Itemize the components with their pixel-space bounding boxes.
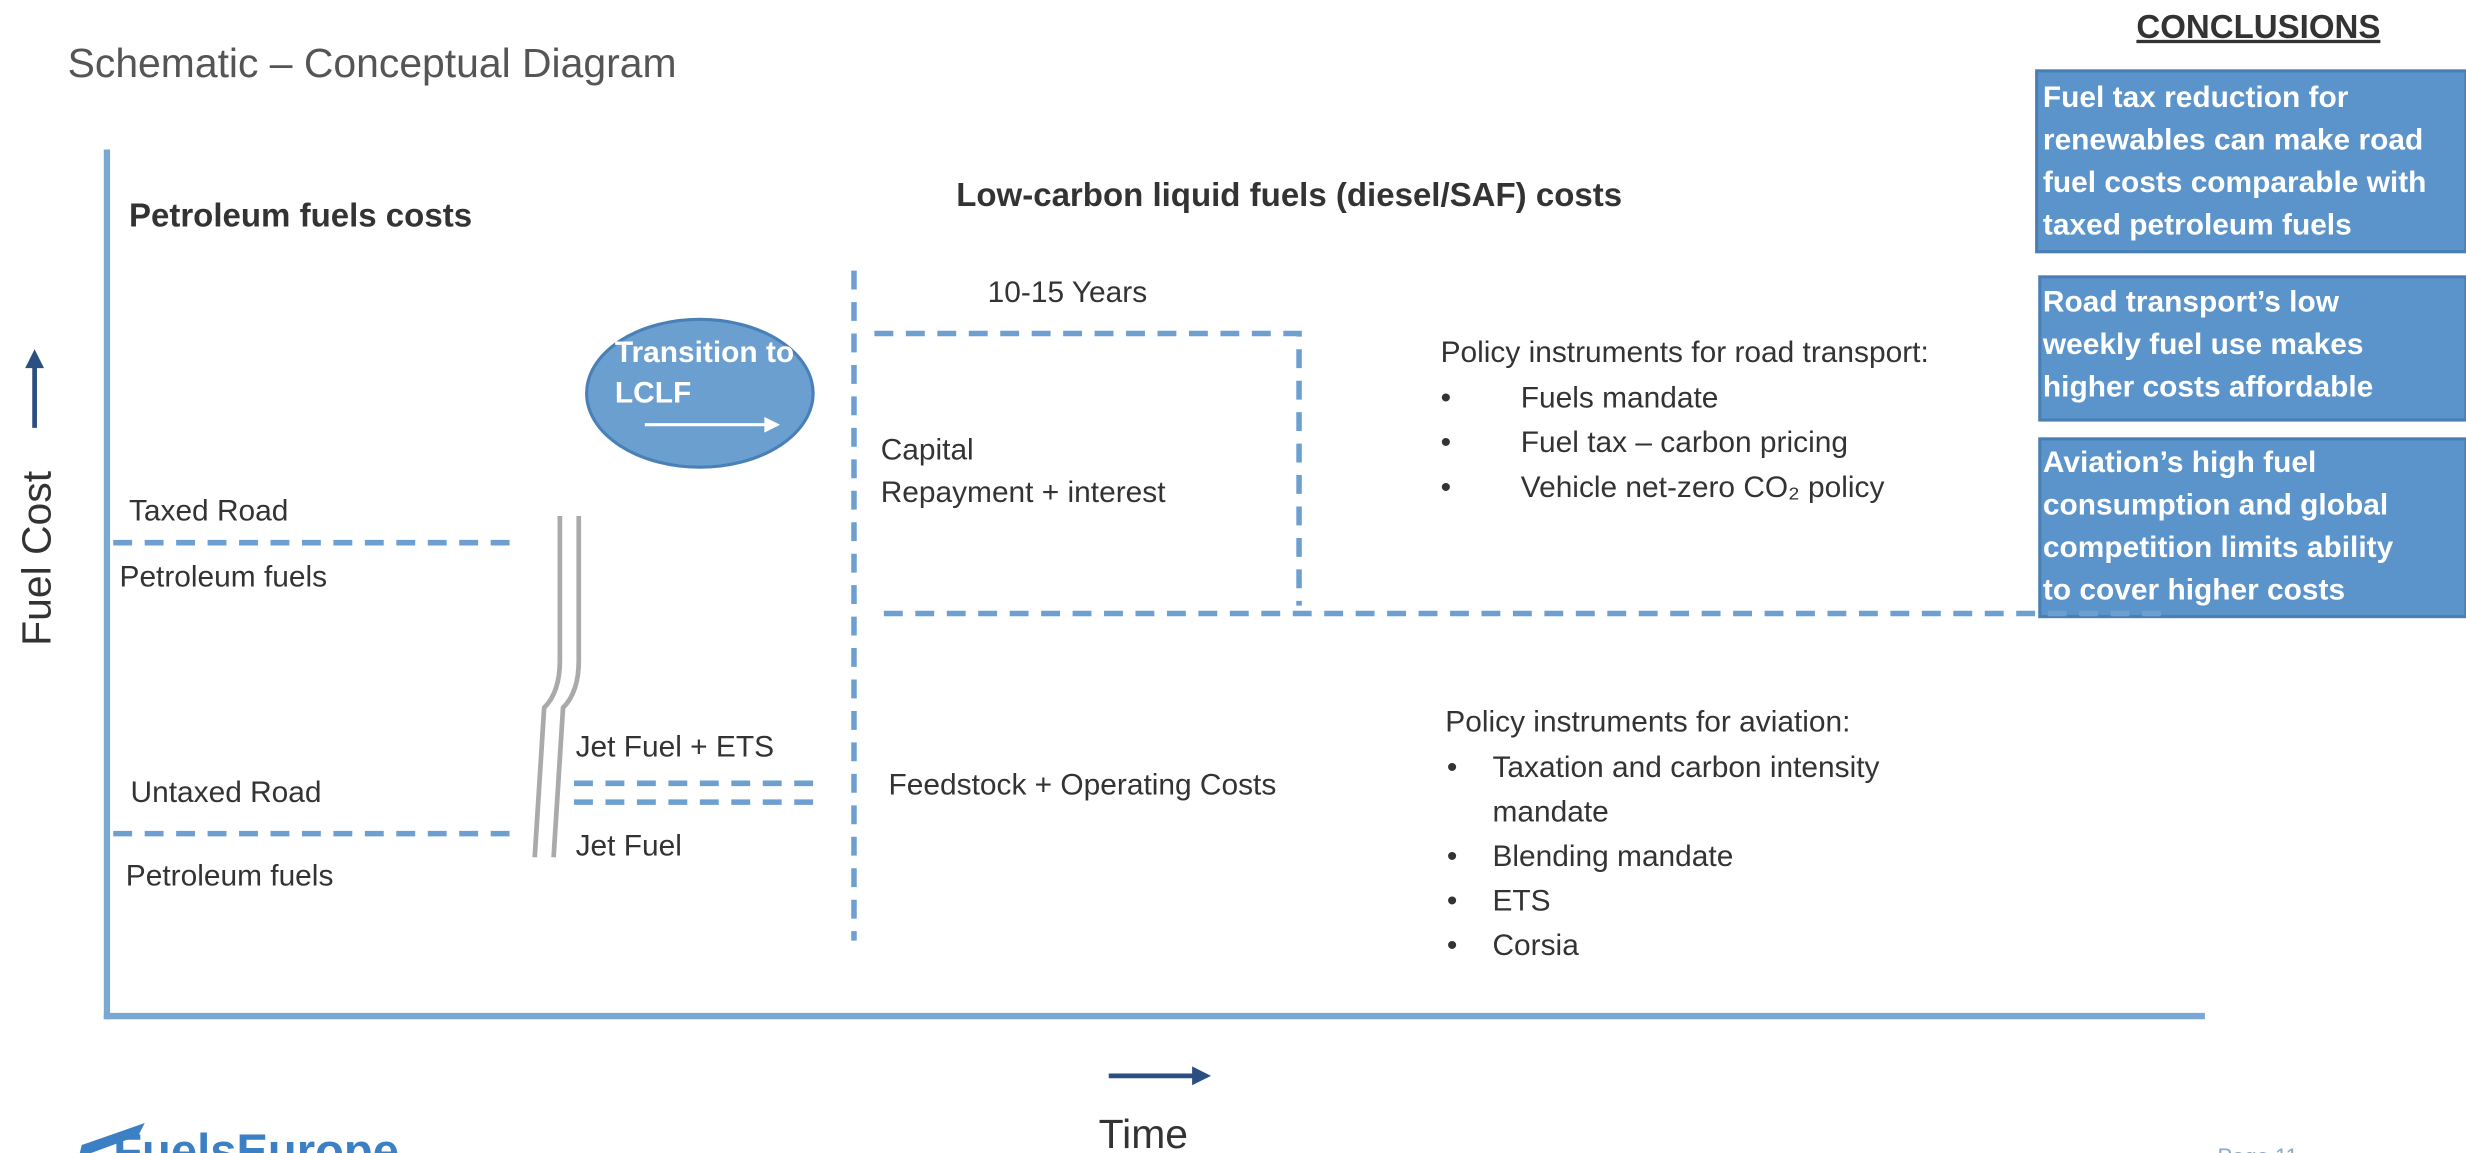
title: Schematic – Conceptual Diagram: [68, 40, 677, 86]
conclusion-text: consumption and global: [2043, 488, 2388, 521]
label: Jet Fuel: [576, 830, 682, 863]
policy-heading: Policy instruments for road transport:: [1441, 336, 1929, 369]
policy-item: ETS: [1492, 885, 1550, 918]
bullet: •: [1441, 426, 1451, 459]
section-label: Petroleum fuels costs: [129, 197, 472, 234]
label: Jet Fuel + ETS: [576, 731, 774, 764]
bullet: •: [1447, 929, 1457, 962]
y-arrow-head: [25, 349, 45, 369]
label: Petroleum fuels: [126, 860, 334, 893]
conclusion-text: weekly fuel use makes: [2042, 328, 2364, 361]
transition-arrow-head: [764, 416, 781, 433]
label: Taxed Road: [129, 495, 288, 528]
label: Untaxed Road: [131, 776, 322, 809]
policy-heading: Policy instruments for aviation:: [1445, 705, 1850, 738]
conclusion-text: renewables can make road: [2043, 124, 2423, 157]
policy-item: Fuel tax – carbon pricing: [1521, 426, 1848, 459]
conclusion-box: [2038, 437, 2466, 619]
conclusion-text: higher costs affordable: [2043, 370, 2373, 403]
bullet: •: [1441, 381, 1451, 414]
label: Capital: [881, 433, 974, 466]
bullet: •: [1441, 471, 1451, 504]
label: 10-15 Years: [988, 276, 1147, 309]
label: Feedstock + Operating Costs: [889, 768, 1277, 801]
conclusions-heading: CONCLUSIONS: [2136, 8, 2380, 45]
conclusion-text: to cover higher costs: [2043, 573, 2345, 606]
logo: FuelsEurope: [113, 1124, 399, 1153]
conclusion-text: competition limits ability: [2043, 531, 2394, 564]
conclusion-text: fuel costs comparable with: [2043, 166, 2427, 199]
conclusion-text: Road transport’s low: [2043, 285, 2340, 318]
page-number: Page 11: [2218, 1144, 2298, 1153]
transition-ellipse: [585, 317, 815, 469]
break-lines: [532, 515, 582, 858]
bullet: •: [1447, 751, 1457, 784]
conclusion-text: taxed petroleum fuels: [2043, 208, 2352, 241]
policy-item: Corsia: [1492, 929, 1579, 962]
policy-item: Vehicle net-zero CO₂ policy: [1521, 471, 1885, 504]
x-axis-label: Time: [1099, 1111, 1188, 1153]
transition-label: LCLF: [615, 377, 691, 410]
policy-item: Blending mandate: [1492, 840, 1733, 873]
policy-item: mandate: [1492, 796, 1608, 829]
conclusion-box: [2035, 69, 2466, 254]
label: Repayment + interest: [881, 476, 1166, 509]
transition-label: Transition to: [615, 336, 794, 369]
y-axis-label: Fuel Cost: [13, 470, 59, 646]
policy-item: Taxation and carbon intensity: [1492, 751, 1879, 784]
policy-item: Fuels mandate: [1521, 381, 1719, 414]
conclusion-text: Aviation’s high fuel: [2043, 446, 2316, 479]
bullet: •: [1447, 885, 1457, 918]
conclusion-text: Fuel tax reduction for: [2043, 81, 2349, 114]
label: Petroleum fuels: [120, 561, 328, 594]
x-arrow-head: [1192, 1066, 1211, 1086]
section-label: Low-carbon liquid fuels (diesel/SAF) cos…: [956, 176, 1622, 213]
logo-mark: [79, 1123, 145, 1153]
bullet: •: [1447, 840, 1457, 873]
conclusion-box: [2038, 275, 2466, 422]
capital-line: [874, 330, 1302, 606]
